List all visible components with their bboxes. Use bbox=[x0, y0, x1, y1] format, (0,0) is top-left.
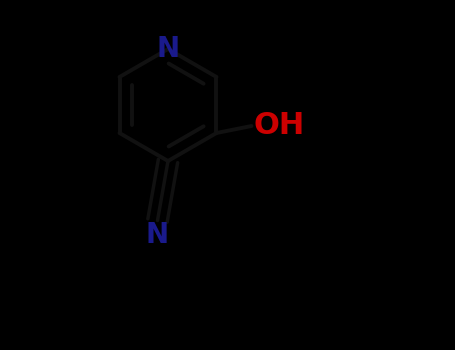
Text: N: N bbox=[146, 220, 169, 248]
Text: N: N bbox=[157, 35, 180, 63]
Text: OH: OH bbox=[253, 112, 304, 140]
